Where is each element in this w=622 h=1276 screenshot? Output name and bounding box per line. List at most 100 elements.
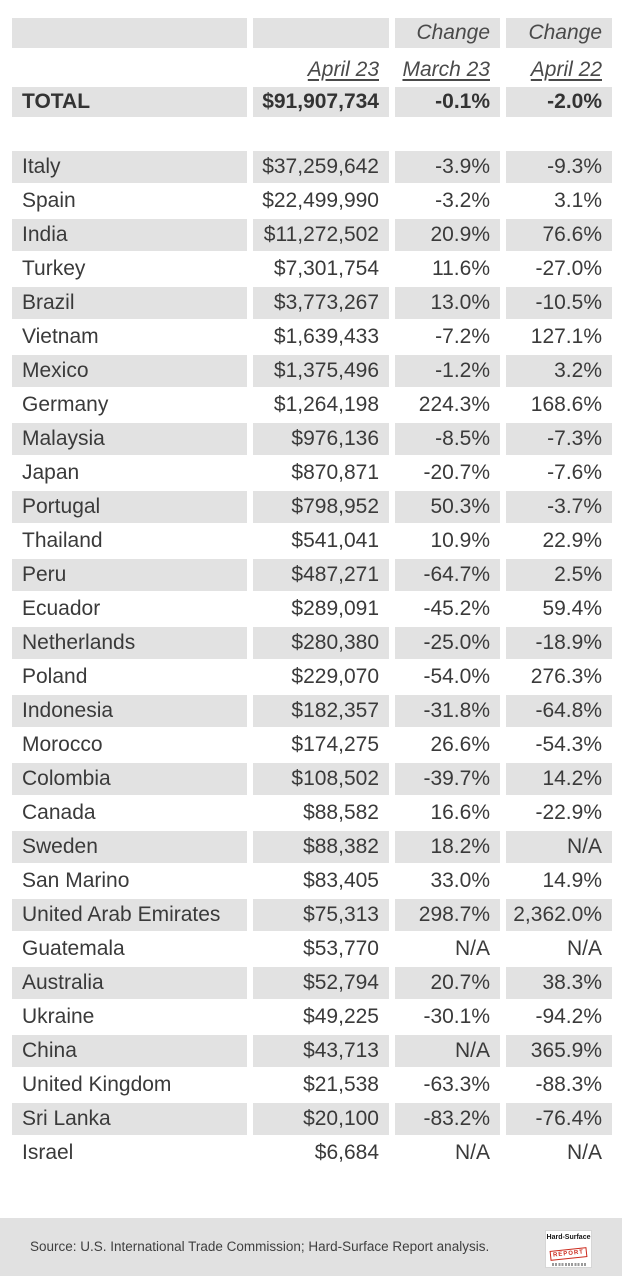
value-cell: $1,639,433: [273, 325, 379, 348]
value-cell: $870,871: [291, 461, 379, 484]
value-cell: $229,070: [291, 665, 379, 688]
value-cell: $174,275: [291, 733, 379, 756]
change-april-cell: N/A: [506, 831, 612, 863]
table-row: Colombia $108,502 -39.7% 14.2%: [12, 763, 612, 795]
table-row: Ecuador $289,091 -45.2% 59.4%: [12, 593, 612, 625]
value-cell: $37,259,642: [253, 151, 389, 183]
table-row: Morocco $174,275 26.6% -54.3%: [12, 729, 612, 761]
header-change-april-label: Change: [506, 18, 612, 48]
change-april-cell: 127.1%: [530, 325, 602, 348]
change-april-cell: 365.9%: [506, 1035, 612, 1067]
change-april-cell: 3.2%: [506, 355, 612, 387]
change-march-cell: 26.6%: [430, 733, 490, 756]
value-cell: $182,357: [253, 695, 389, 727]
header-change-march-label: Change: [395, 18, 500, 48]
change-april-cell: 14.2%: [506, 763, 612, 795]
value-cell: $541,041: [291, 529, 379, 552]
table-row: Indonesia $182,357 -31.8% -64.8%: [12, 695, 612, 727]
total-value: $91,907,734: [253, 87, 389, 117]
country-cell: San Marino: [22, 869, 130, 892]
change-april-cell: -54.3%: [535, 733, 602, 756]
country-cell: Ukraine: [22, 1005, 95, 1028]
country-cell: Germany: [22, 393, 109, 416]
change-march-cell: 20.9%: [395, 219, 500, 251]
change-april-cell: 3.1%: [554, 189, 602, 212]
value-cell: $280,380: [253, 627, 389, 659]
country-cell: Ecuador: [22, 597, 101, 620]
header-blank-cell: [253, 18, 389, 48]
change-april-cell: -7.3%: [506, 423, 612, 455]
logo-report-stamp: REPORT: [549, 1247, 588, 1261]
country-cell: Brazil: [12, 287, 247, 319]
header-row-periods: April 23 March 23 April 22: [12, 50, 612, 85]
source-note: Source: U.S. International Trade Commiss…: [30, 1239, 490, 1254]
change-march-cell: 50.3%: [395, 491, 500, 523]
header-april22-label: April 22: [530, 58, 602, 81]
table-row: Guatemala $53,770 N/A N/A: [12, 933, 612, 965]
change-march-cell: -64.7%: [395, 559, 500, 591]
table-row: Poland $229,070 -54.0% 276.3%: [12, 661, 612, 693]
change-april-cell: 276.3%: [530, 665, 602, 688]
table-row: China $43,713 N/A 365.9%: [12, 1035, 612, 1067]
country-cell: Italy: [12, 151, 247, 183]
value-cell: $108,502: [253, 763, 389, 795]
value-cell: $6,684: [314, 1141, 379, 1164]
table-row: Malaysia $976,136 -8.5% -7.3%: [12, 423, 612, 455]
change-april-cell: 59.4%: [542, 597, 602, 620]
country-cell: Netherlands: [12, 627, 247, 659]
country-cell: Portugal: [12, 491, 247, 523]
change-april-cell: 14.9%: [542, 869, 602, 892]
change-april-cell: 22.9%: [542, 529, 602, 552]
table-row: United Kingdom $21,538 -63.3% -88.3%: [12, 1069, 612, 1101]
table-row: India $11,272,502 20.9% 76.6%: [12, 219, 612, 251]
value-cell: $88,582: [303, 801, 379, 824]
change-april-cell: -7.6%: [547, 461, 602, 484]
change-march-cell: -7.2%: [435, 325, 490, 348]
change-april-cell: -22.9%: [535, 801, 602, 824]
value-cell: $1,264,198: [273, 393, 379, 416]
change-march-cell: -3.2%: [435, 189, 490, 212]
change-march-cell: N/A: [454, 1141, 490, 1164]
value-cell: $976,136: [253, 423, 389, 455]
header-blank-cell: [12, 18, 247, 48]
hard-surface-report-logo: Hard-Surface REPORT: [545, 1230, 592, 1268]
table-row: Mexico $1,375,496 -1.2% 3.2%: [12, 355, 612, 387]
table-row: Japan $870,871 -20.7% -7.6%: [12, 457, 612, 489]
change-march-cell: -54.0%: [423, 665, 490, 688]
value-cell: $53,770: [303, 937, 379, 960]
change-march-cell: 16.6%: [430, 801, 490, 824]
table-row: Ukraine $49,225 -30.1% -94.2%: [12, 1001, 612, 1033]
header-march23-label: March 23: [402, 58, 490, 81]
country-cell: Spain: [22, 189, 76, 212]
change-march-cell: -30.1%: [423, 1005, 490, 1028]
table-body: Italy $37,259,642 -3.9% -9.3% Spain $22,499,9…: [12, 151, 612, 1169]
change-march-cell: -25.0%: [395, 627, 500, 659]
country-cell: Indonesia: [12, 695, 247, 727]
table-row: Canada $88,582 16.6% -22.9%: [12, 797, 612, 829]
change-march-cell: -63.3%: [423, 1073, 490, 1096]
country-cell: Thailand: [22, 529, 103, 552]
value-cell: $83,405: [303, 869, 379, 892]
country-cell: Morocco: [22, 733, 103, 756]
total-row: TOTAL $91,907,734 -0.1% -2.0%: [12, 87, 612, 117]
change-march-cell: -83.2%: [395, 1103, 500, 1135]
change-april-cell: 2.5%: [506, 559, 612, 591]
value-cell: $88,382: [253, 831, 389, 863]
change-april-cell: N/A: [566, 1141, 602, 1164]
change-march-cell: 224.3%: [418, 393, 490, 416]
change-march-cell: N/A: [395, 1035, 500, 1067]
table-row: Germany $1,264,198 224.3% 168.6%: [12, 389, 612, 421]
change-april-cell: N/A: [566, 937, 602, 960]
table-row: Turkey $7,301,754 11.6% -27.0%: [12, 253, 612, 285]
change-april-cell: -18.9%: [506, 627, 612, 659]
change-march-cell: 20.7%: [395, 967, 500, 999]
change-march-cell: 10.9%: [430, 529, 490, 552]
value-cell: $75,313: [253, 899, 389, 931]
country-cell: Sri Lanka: [12, 1103, 247, 1135]
change-march-cell: 11.6%: [432, 257, 490, 280]
value-cell: $49,225: [303, 1005, 379, 1028]
value-cell: $487,271: [253, 559, 389, 591]
table-row: Peru $487,271 -64.7% 2.5%: [12, 559, 612, 591]
value-cell: $22,499,990: [262, 189, 379, 212]
header-march23-cell: March 23: [395, 50, 500, 85]
